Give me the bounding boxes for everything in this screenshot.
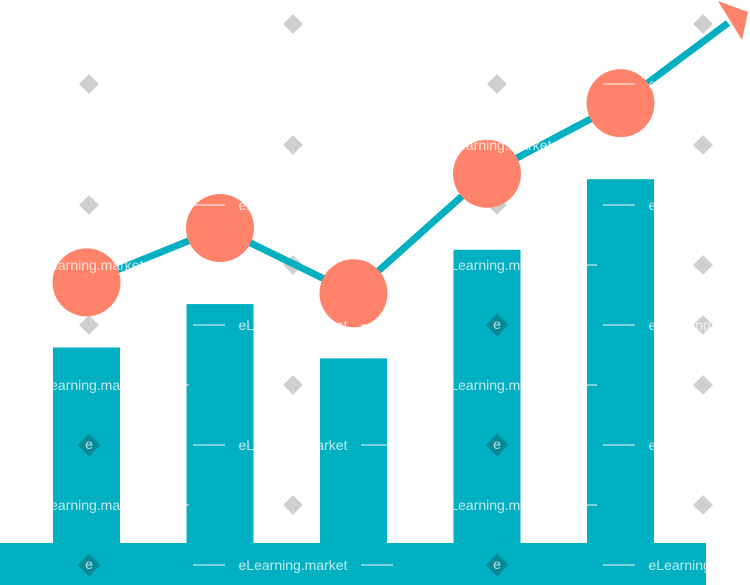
bar-3	[320, 358, 387, 545]
arrow-head-icon	[718, 1, 748, 40]
watermark-badge-letter: e	[85, 556, 93, 572]
watermark-badge-icon	[77, 433, 101, 457]
watermark-badge-letter: e	[493, 316, 501, 332]
watermark-text: eLearning.market	[649, 437, 750, 453]
watermark-badge-letter: e	[493, 556, 501, 572]
chart-base-band	[0, 543, 706, 585]
decor-diamond-icon	[283, 495, 303, 515]
bar-2	[186, 304, 254, 545]
decor-diamond-icon	[693, 135, 713, 155]
decor-diamond-icon	[79, 195, 99, 215]
decor-diamond-icon	[79, 315, 99, 335]
watermark-text: eLearning.market	[443, 257, 552, 273]
watermark-badge-icon	[77, 553, 101, 577]
bar-series	[53, 179, 654, 545]
decor-diamond-icon	[693, 14, 713, 34]
watermark-text: eLearning.market	[443, 377, 552, 393]
trend-point-1	[52, 248, 121, 317]
watermark-text: eLearning.market	[649, 317, 750, 333]
watermark-text: eLearning.market	[443, 137, 552, 153]
decor-diamond-icon	[693, 375, 713, 395]
watermark-text: eLearning.market	[649, 197, 750, 213]
decor-diamond-icon	[693, 255, 713, 275]
watermark-text: eLearning.market	[35, 377, 144, 393]
watermark-badge-letter: e	[493, 436, 501, 452]
watermark-text: eLearning.market	[649, 557, 750, 573]
background-diamonds	[79, 14, 713, 515]
trend-point-3	[319, 259, 388, 328]
decor-diamond-icon	[283, 135, 303, 155]
decor-diamond-icon	[693, 315, 713, 335]
bar-5	[587, 179, 654, 545]
watermark-text: eLearning.market	[239, 197, 348, 213]
decor-diamond-icon	[283, 375, 303, 395]
watermark-text: eLearning.market	[35, 257, 144, 273]
watermark-text: eLearning.market	[239, 437, 348, 453]
watermark-text: eLearning.market	[239, 557, 348, 573]
bar-4	[453, 249, 521, 545]
watermark-badge-letter: e	[85, 436, 93, 452]
trend-line-series	[52, 1, 748, 328]
watermark-badge-icon	[485, 553, 509, 577]
watermark-text: eLearning.market	[443, 497, 552, 513]
decor-diamond-icon	[693, 495, 713, 515]
trend-point-5	[586, 69, 655, 138]
trend-point-4	[453, 139, 521, 208]
watermark-text: eLearning.market	[649, 76, 750, 92]
watermark-layer: eLearning.market eLearning.market eLearnin…	[0, 76, 750, 577]
decor-diamond-icon	[79, 74, 99, 94]
decor-diamond-icon	[487, 74, 507, 94]
decor-diamond-icon	[283, 14, 303, 34]
watermark-text: eLearning.market	[239, 317, 348, 333]
trend-point-2	[186, 194, 254, 263]
watermark-text: eLearning.market	[35, 497, 144, 513]
watermark-badge-icon	[485, 313, 509, 337]
watermark-badge-icon	[485, 433, 509, 457]
